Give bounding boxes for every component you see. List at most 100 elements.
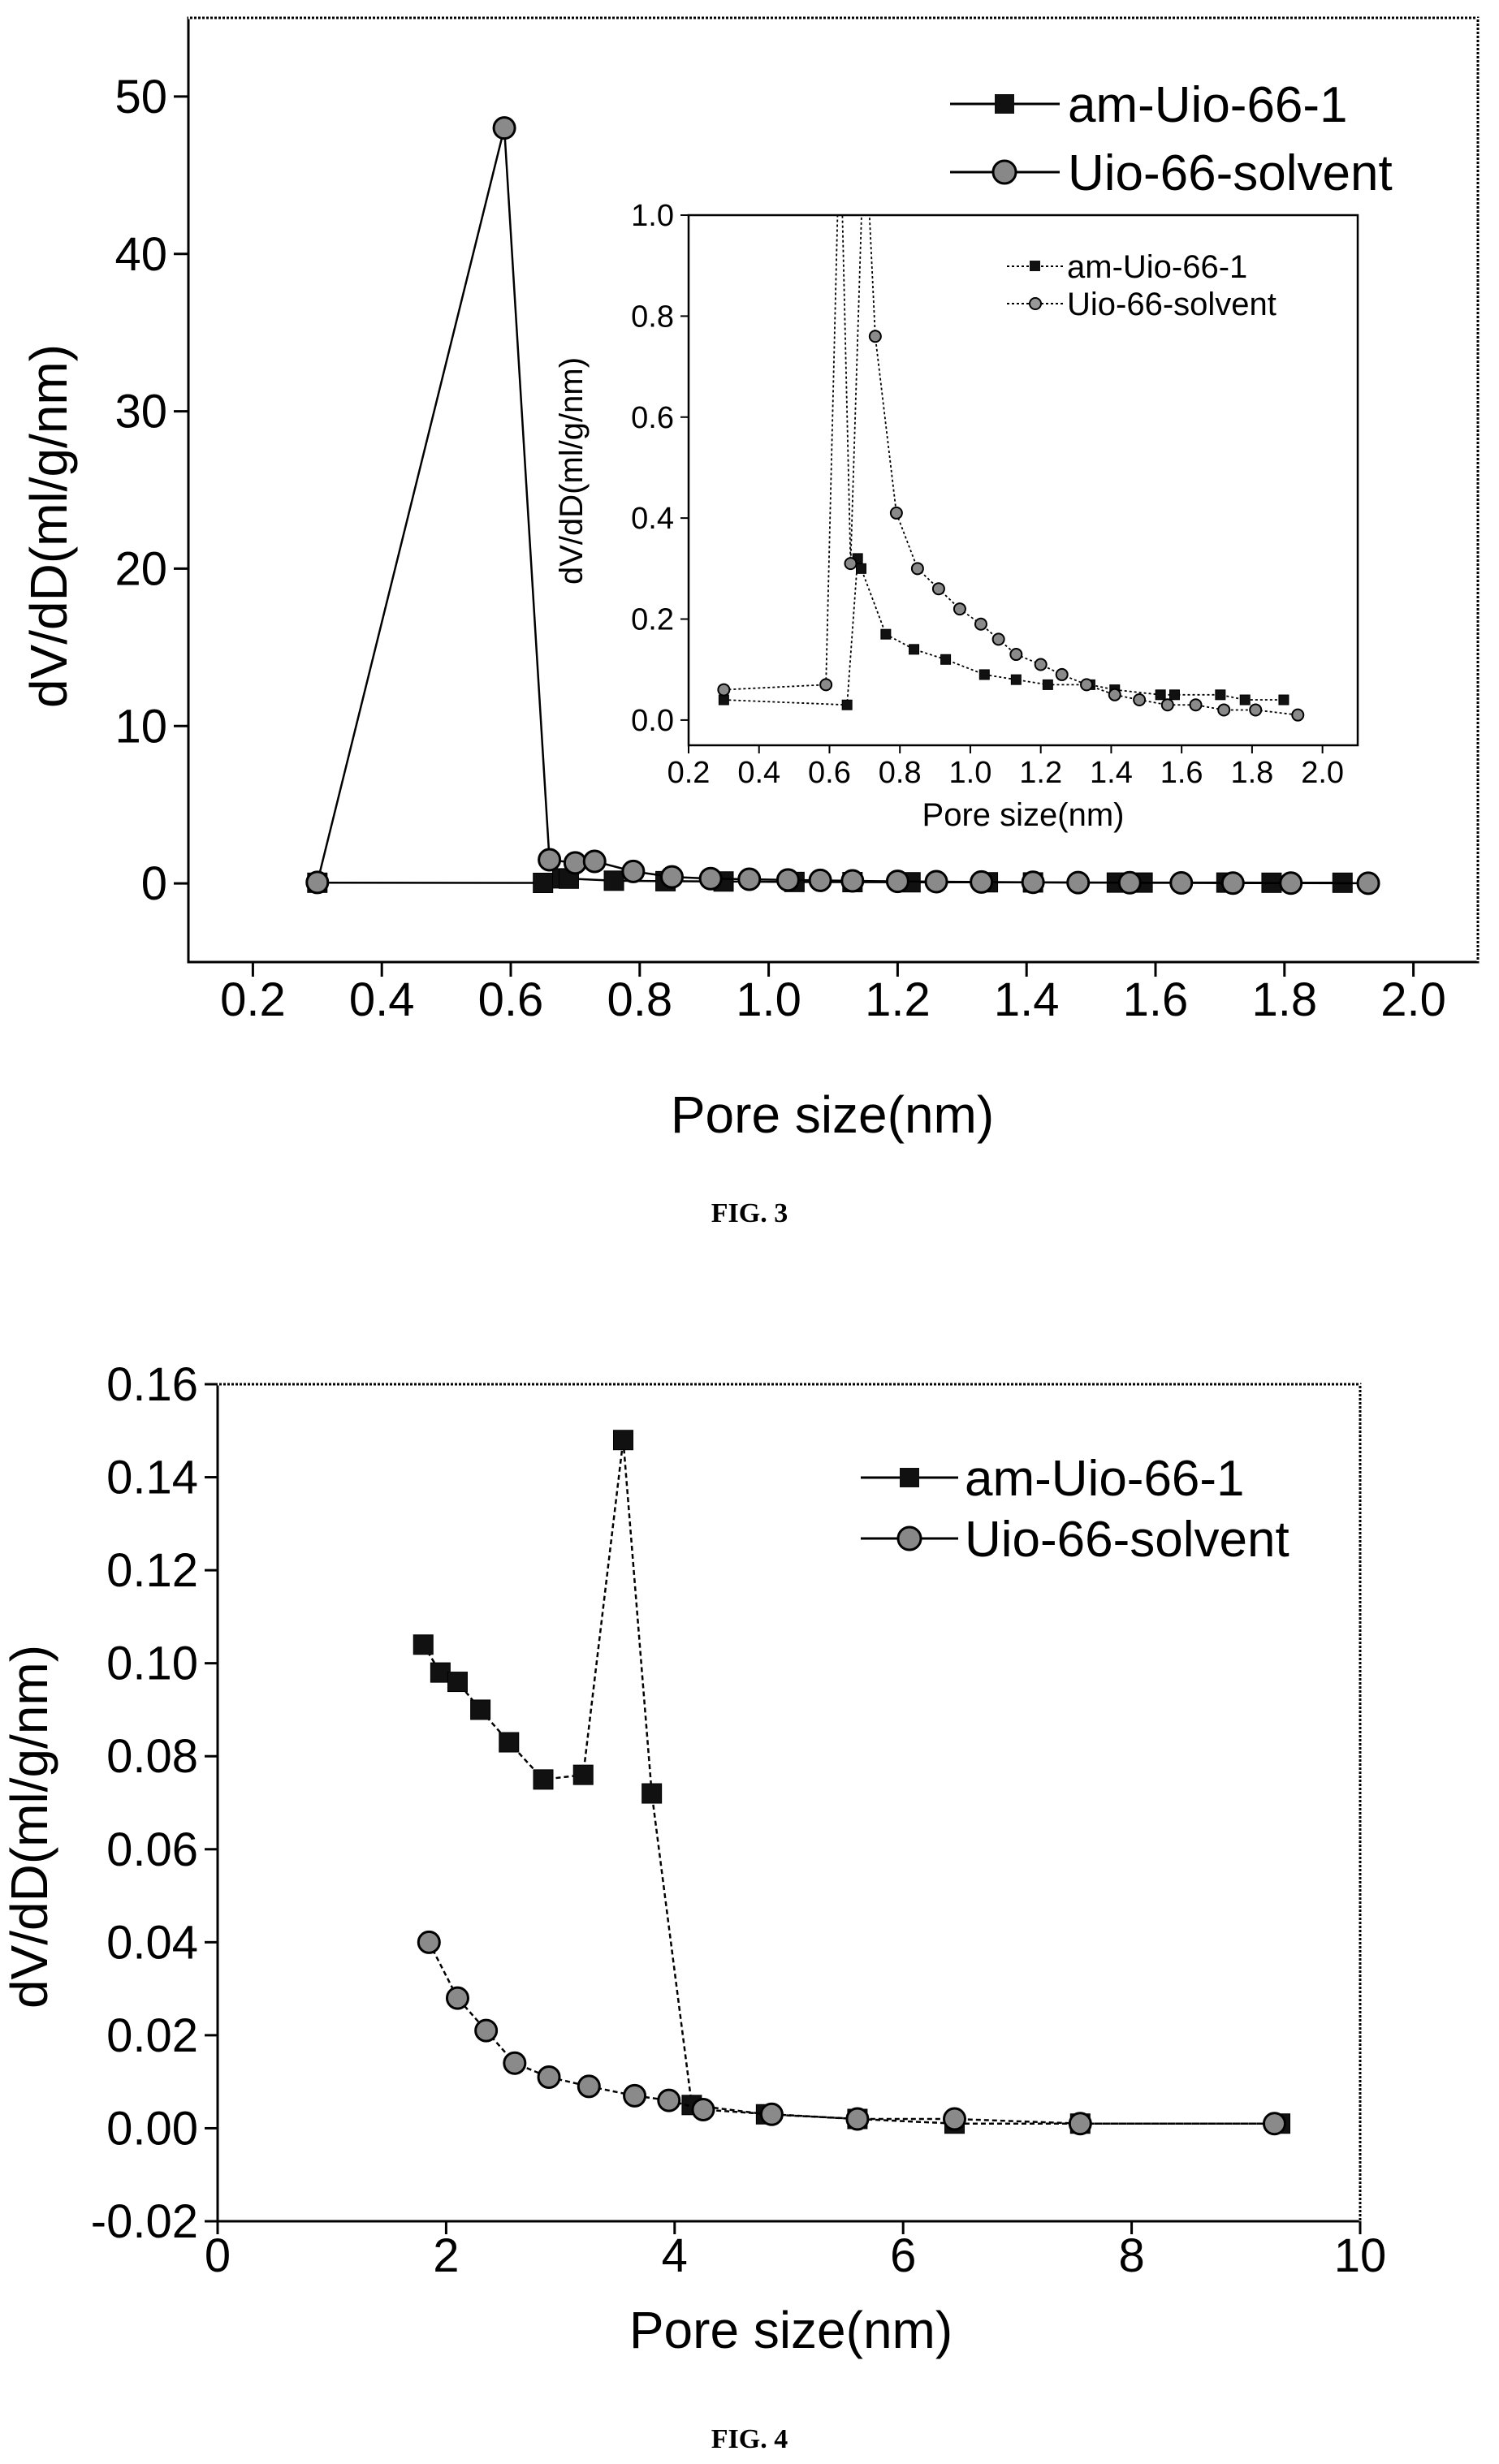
fig3-inset-am-point <box>1215 689 1226 701</box>
fig3-inset-solvent-point <box>868 330 882 343</box>
fig3-inset-legend-label-am: am-Uio-66-1 <box>1067 249 1247 285</box>
fig3-x-tick-label: 1.8 <box>1251 973 1317 1026</box>
fig4-am-point <box>447 1672 468 1693</box>
fig4-solvent-point <box>657 2088 681 2112</box>
fig3-inset-am-point <box>1278 694 1289 706</box>
fig3-inset-am-point <box>841 699 853 710</box>
fig4-y-tick-label: 0.10 <box>106 1638 198 1690</box>
fig4-legend: am-Uio-66-1 Uio-66-solvent <box>861 1451 1289 1568</box>
fig3-inset-solvent-point <box>1133 693 1147 707</box>
fig3-inset-am-point <box>1010 674 1022 685</box>
fig3-inset-solvent-point <box>1108 688 1121 701</box>
fig3-inset-solvent-point <box>844 557 857 571</box>
fig3-y-tick-label: 30 <box>114 386 167 438</box>
fig4-y-tick-label: 0.14 <box>106 1452 198 1504</box>
fig3-inset-series-am-line <box>724 558 1284 706</box>
fig3-inset-y-tick-label: 1.0 <box>631 199 674 233</box>
fig3-inset-x-tick-label: 1.8 <box>1230 756 1273 790</box>
fig4-x-tick-label: 2 <box>433 2229 459 2282</box>
fig3-y-axis-title: dV/dD(ml/g/nm) <box>19 344 78 708</box>
fig3-solvent-point <box>970 870 994 894</box>
fig3-inset-chart: 0.2 0.4 0.6 0.8 1.0 1.2 1.4 1.6 1.8 2.0 0.0 0.2 0.4 0… <box>554 109 1359 833</box>
fig3-inset-x-tick-label: 1.2 <box>1019 756 1062 790</box>
fig3-inset-am-point <box>978 669 990 680</box>
fig3-inset-x-tick-label: 0.6 <box>808 756 851 790</box>
fig3-solvent-point <box>492 116 516 140</box>
fig3-inset-y-tick-label: 0.6 <box>631 401 674 435</box>
fig3-solvent-point <box>563 851 587 875</box>
fig4-solvent-point <box>417 1930 441 1954</box>
fig3-legend-label-solvent: Uio-66-solvent <box>1068 145 1393 201</box>
fig3-x-tick-label: 0.2 <box>220 973 286 1026</box>
fig3-x-tick-label: 1.2 <box>865 973 931 1026</box>
fig4-am-point <box>413 1634 434 1655</box>
fig3-inset-am-point <box>880 628 892 640</box>
fig3-solvent-point <box>885 870 909 894</box>
fig4-series-solvent-line <box>428 1941 1275 2125</box>
fig4-caption: FIG. 4 <box>711 2424 788 2454</box>
fig4-legend-label-solvent: Uio-66-solvent <box>965 1512 1289 1568</box>
fig3-solvent-point <box>1117 870 1142 895</box>
fig3-solvent-point <box>305 870 330 895</box>
fig3-solvent-point <box>582 849 607 874</box>
fig4-solvent-point <box>759 2102 784 2126</box>
fig3-legend-label-am: am-Uio-66-1 <box>1068 77 1348 133</box>
fig4-plot-frame <box>216 1383 1362 2223</box>
fig3-am-point <box>533 873 554 894</box>
fig4-x-tick-label: 4 <box>662 2229 688 2282</box>
fig3-inset-solvent-point <box>1080 678 1094 692</box>
fig3-inset-solvent-point <box>834 109 845 120</box>
fig3-inset-am-point <box>1239 694 1251 706</box>
fig3-inset-legend-label-solvent: Uio-66-solvent <box>1067 287 1277 322</box>
fig3-inset-solvent-point <box>991 632 1005 646</box>
fig3-inset-solvent-point <box>1055 667 1069 681</box>
fig3-x-tick-label: 2.0 <box>1380 973 1446 1026</box>
fig4-solvent-point <box>474 2018 499 2043</box>
fig3-solvent-point <box>1279 871 1303 895</box>
fig3-x-tick-label: 1.6 <box>1123 973 1189 1026</box>
fig4-y-tick-label: 0.08 <box>106 1730 198 1783</box>
fig3-am-point <box>603 870 624 891</box>
fig3-inset-solvent-point <box>1160 698 1174 712</box>
fig3-solvent-point <box>737 867 762 891</box>
fig4-x-tick-label: 8 <box>1118 2229 1144 2282</box>
fig3-inset-am-point <box>856 563 867 574</box>
fig3-inset-am-point <box>940 654 952 665</box>
fig3-y-tick-label: 50 <box>114 71 167 123</box>
fig4-x-tick-label: 10 <box>1334 2229 1387 2282</box>
fig3-legend-marker-square <box>995 94 1014 114</box>
fig3-plot-area: 0.2 0.4 0.6 0.8 1.0 1.2 1.4 1.6 1.8 2.0 0 10 20 30 40 5… <box>114 16 1480 1026</box>
fig3-inset-legend-marker-square <box>1030 261 1040 271</box>
fig3-inset-solvent-point <box>859 109 870 120</box>
fig3-solvent-point <box>1220 871 1245 895</box>
fig4-am-point <box>499 1732 520 1753</box>
fig3-solvent-point <box>538 848 562 872</box>
fig3-y-tick-label: 20 <box>114 542 167 595</box>
fig4-legend-marker-circle <box>896 1525 922 1551</box>
fig3-inset-x-tick-label: 0.4 <box>737 756 780 790</box>
fig3-inset-solvent-point <box>931 582 945 596</box>
fig3-inset-solvent-point <box>1249 703 1263 717</box>
fig3-chart: 0.2 0.4 0.6 0.8 1.0 1.2 1.4 1.6 1.8 2.0 0 10 20 30 40 5… <box>19 16 1480 1144</box>
fig3-inset-am-point <box>909 644 920 655</box>
fig4-solvent-point <box>943 2107 967 2131</box>
fig3-inset-y-tick-label: 0.2 <box>631 603 674 637</box>
fig3-x-tick-label: 1.4 <box>994 973 1060 1026</box>
fig4-x-axis-title: Pore size(nm) <box>629 2301 953 2359</box>
fig4-am-point <box>642 1783 663 1804</box>
fig3-solvent-point <box>808 868 832 892</box>
fig3-x-tick-label: 1.0 <box>736 973 801 1026</box>
fig4-am-point <box>470 1699 491 1720</box>
fig3-inset-plot-frame <box>687 214 1359 747</box>
fig3-solvent-point <box>924 870 948 894</box>
fig4-solvent-point <box>845 2107 870 2131</box>
fig4-x-tick-label: 6 <box>890 2229 916 2282</box>
fig4-solvent-point <box>623 2083 647 2108</box>
fig3-solvent-point <box>1356 871 1380 895</box>
fig3-series-group <box>305 116 1380 895</box>
fig3-inset-am-point <box>1042 679 1053 690</box>
fig3-solvent-point <box>840 869 865 893</box>
fig4-plot-area: 0 2 4 6 8 10 -0.02 0.00 0.02 0.04 0.06 0.08 0.10 0.12… <box>91 1358 1386 2282</box>
fig3-inset-legend: am-Uio-66-1 Uio-66-solvent <box>1007 249 1277 322</box>
fig3-caption: FIG. 3 <box>711 1198 788 1228</box>
